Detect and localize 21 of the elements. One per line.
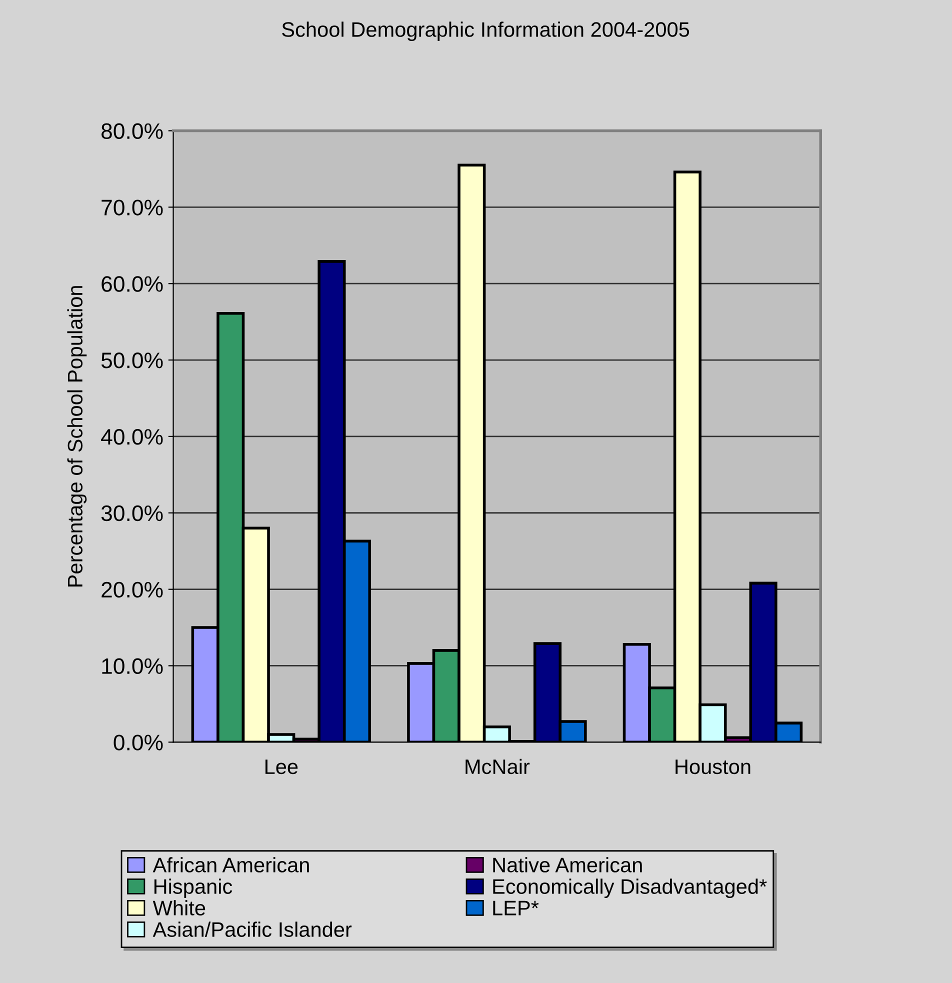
y-tick-label: 10.0% (102, 658, 163, 674)
legend-label: Asian/Pacific Islander (152, 922, 352, 937)
y-tick-label: 60.0% (102, 276, 163, 292)
y-tick-label: 30.0% (101, 505, 163, 522)
legend-label: LEP* (493, 900, 539, 916)
legend-label: Hispanic (154, 878, 232, 898)
y-tick-label: 50.0% (101, 352, 163, 368)
legend-label: Economically Disadvantaged* (493, 878, 767, 898)
legend-label: African American (152, 857, 309, 872)
y-axis-title: Percentage of School Population (67, 286, 87, 586)
y-tick-label: 20.0% (102, 582, 163, 598)
legend-label: Native American (493, 857, 642, 872)
y-tick-label: 70.0% (102, 200, 163, 216)
x-tick-label: Houston (676, 760, 750, 774)
legend-label: White (152, 900, 206, 916)
y-tick-label: 0.0% (114, 734, 163, 750)
chart-title: School Demographic Information 2004-2005 (282, 22, 690, 42)
y-tick-label: 80.0% (102, 123, 163, 140)
y-tick-label: 40.0% (101, 428, 163, 445)
x-tick-label: McNair (466, 758, 530, 774)
x-tick-label: Lee (265, 760, 298, 774)
